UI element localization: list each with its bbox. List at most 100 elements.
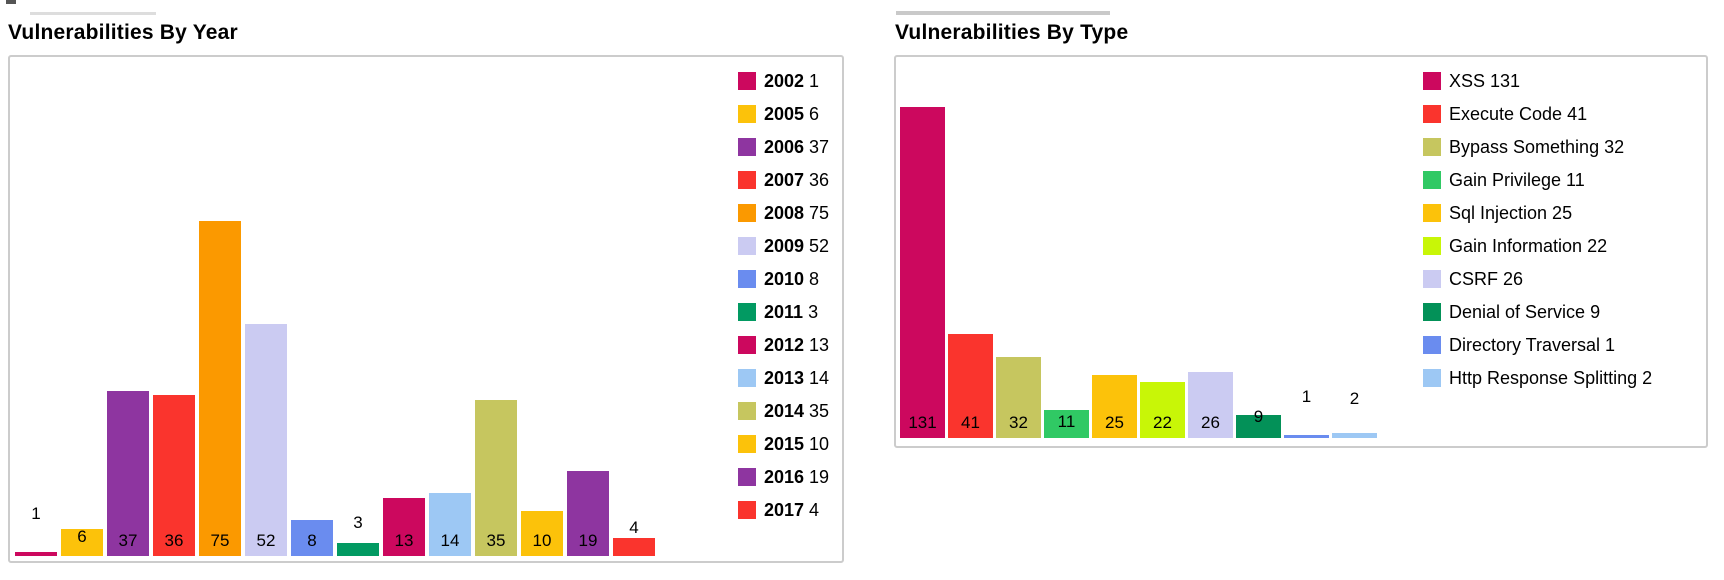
legend-color-swatch <box>1423 137 1441 156</box>
legend-item-directory-traversal: Directory Traversal 1 <box>1423 328 1652 361</box>
legend-item-gain-information: Gain Information 22 <box>1423 229 1652 262</box>
chart-title-by-year: Vulnerabilities By Year <box>8 21 238 44</box>
legend-label: Gain Privilege 11 <box>1449 169 1585 190</box>
bar-2017: 4 <box>613 519 655 556</box>
bars-by-year: 1 6 37 36 75 52 8 3 13 14 35 10 19 4 <box>15 221 655 556</box>
bar-value-label: 19 <box>578 531 598 550</box>
legend-by-year: 2002 1 2005 6 2006 37 2007 36 2008 75 2009 52… <box>738 64 829 526</box>
legend-label: 2014 35 <box>764 400 830 421</box>
legend-label: 2007 36 <box>764 169 830 190</box>
legend-label: Gain Information 22 <box>1449 235 1608 256</box>
bar-value-label: 25 <box>1105 413 1124 432</box>
bar-value-label: 75 <box>210 531 230 550</box>
bar-2014: 35 <box>475 400 517 556</box>
legend-color-swatch <box>738 368 756 387</box>
bar-value-label: 37 <box>118 531 138 550</box>
bar-execute-code: 41 <box>948 334 993 438</box>
bar-value-label: 13 <box>394 531 414 550</box>
bar-csrf: 26 <box>1188 372 1233 438</box>
legend-color-swatch <box>1423 203 1441 222</box>
legend-item-2009: 2009 52 <box>738 229 829 262</box>
bar-value-label: 36 <box>164 531 184 550</box>
legend-color-swatch <box>738 71 756 90</box>
bar-gain-privilege: 11 <box>1044 410 1089 438</box>
legend-color-swatch <box>1423 71 1441 90</box>
bar-value-label: 26 <box>1201 413 1220 432</box>
legend-item-2015: 2015 10 <box>738 427 829 460</box>
legend-label: 2015 10 <box>764 433 830 454</box>
legend-label: 2010 8 <box>764 268 820 289</box>
bar-2012: 13 <box>383 498 425 556</box>
legend-color-swatch <box>738 500 756 519</box>
bar-2015: 10 <box>521 511 563 556</box>
bar-value-label: 41 <box>961 413 980 432</box>
legend-item-sql-injection: Sql Injection 25 <box>1423 196 1652 229</box>
legend-label: 2006 37 <box>764 136 830 157</box>
legend-color-swatch <box>1423 368 1441 387</box>
legend-label: 2009 52 <box>764 235 830 256</box>
bar-value-label: 6 <box>77 527 87 546</box>
legend-item-2002: 2002 1 <box>738 64 829 97</box>
cropped-text-artifact <box>6 0 16 4</box>
bars-by-type: 131 41 32 11 25 22 26 9 1 2 <box>900 107 1377 438</box>
bar-sql-injection: 25 <box>1092 375 1137 438</box>
legend-color-swatch <box>738 467 756 486</box>
bar-value-label: 1 <box>1301 387 1312 406</box>
bar-value-label: 9 <box>1253 407 1264 426</box>
bar-gain-information: 22 <box>1140 382 1185 438</box>
legend-label: Directory Traversal 1 <box>1449 334 1616 355</box>
bar-2016: 19 <box>567 471 609 556</box>
legend-color-swatch <box>738 236 756 255</box>
legend-label: 2002 1 <box>764 70 820 91</box>
bar-value-label: 14 <box>440 531 460 550</box>
legend-color-swatch <box>738 269 756 288</box>
legend-item-2013: 2013 14 <box>738 361 829 394</box>
legend-label: 2005 6 <box>764 103 820 124</box>
legend-item-denial-of-service: Denial of Service 9 <box>1423 295 1652 328</box>
bar-2008: 75 <box>199 221 241 556</box>
bar-value-label: 52 <box>256 531 276 550</box>
legend-color-swatch <box>1423 104 1441 123</box>
legend-item-2008: 2008 75 <box>738 196 829 229</box>
legend-item-2006: 2006 37 <box>738 130 829 163</box>
legend-label: 2012 13 <box>764 334 830 355</box>
bar-http-response-splitting: 2 <box>1332 390 1377 438</box>
legend-item-gain-privilege: Gain Privilege 11 <box>1423 163 1652 196</box>
legend-label: 2011 3 <box>764 301 819 322</box>
legend-color-swatch <box>1423 170 1441 189</box>
legend-color-swatch <box>1423 236 1441 255</box>
bar-value-label: 1 <box>31 504 41 523</box>
bar-2006: 37 <box>107 391 149 556</box>
legend-label: XSS 131 <box>1449 70 1521 91</box>
bar-value-label: 4 <box>629 518 639 537</box>
bar-value-label: 35 <box>486 531 506 550</box>
bar-denial-of-service: 9 <box>1236 408 1281 438</box>
bar-2002: 1 <box>15 505 57 556</box>
bar-value-label: 32 <box>1009 413 1028 432</box>
bar-2005: 6 <box>61 527 103 556</box>
legend-color-swatch <box>738 434 756 453</box>
bar-2010: 8 <box>291 520 333 556</box>
bar-2009: 52 <box>245 324 287 556</box>
bar-value-label: 131 <box>908 413 937 432</box>
legend-label: Bypass Something 32 <box>1449 136 1625 157</box>
legend-label: 2013 14 <box>764 367 830 388</box>
legend-item-xss: XSS 131 <box>1423 64 1652 97</box>
bar-2007: 36 <box>153 395 195 556</box>
legend-item-2016: 2016 19 <box>738 460 829 493</box>
legend-color-swatch <box>738 170 756 189</box>
legend-label: 2017 4 <box>764 499 820 520</box>
chart-box-by-type: 131 41 32 11 25 22 26 9 1 2 XSS 131 Execute Code 4… <box>894 55 1708 448</box>
legend-color-swatch <box>738 137 756 156</box>
legend-color-swatch <box>738 104 756 123</box>
bar-value-label: 10 <box>532 531 552 550</box>
cropped-text-artifact <box>896 11 1110 15</box>
cropped-text-artifact <box>30 12 156 15</box>
legend-item-2012: 2012 13 <box>738 328 829 361</box>
legend-item-2017: 2017 4 <box>738 493 829 526</box>
bar-bypass-something: 32 <box>996 357 1041 438</box>
legend-by-type: XSS 131 Execute Code 41 Bypass Something 3… <box>1423 64 1652 394</box>
chart-title-by-type: Vulnerabilities By Type <box>895 21 1129 44</box>
legend-item-2011: 2011 3 <box>738 295 829 328</box>
